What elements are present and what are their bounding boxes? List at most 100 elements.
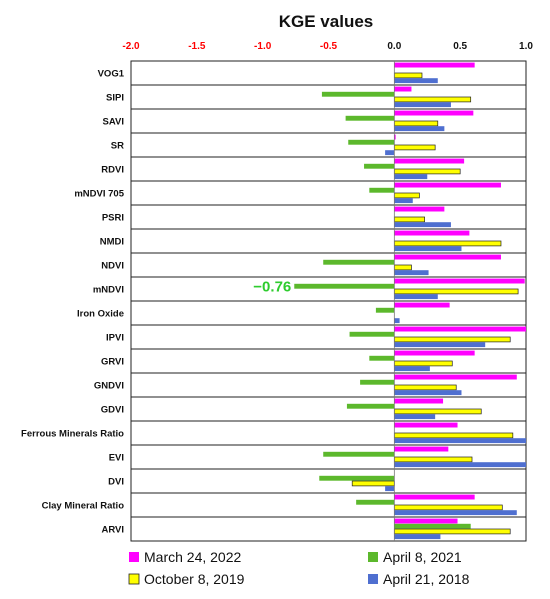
bar-march-24-2022-clay-mineral-ratio — [394, 494, 475, 500]
x-tick-label: -1.0 — [254, 41, 272, 52]
bar-march-24-2022-ndvi — [394, 254, 501, 260]
bar-april-21-2018-iron-oxide — [394, 318, 400, 324]
bar-april-8-2021-clay-mineral-ratio — [356, 499, 395, 505]
bar-march-24-2022-gdvi — [394, 398, 444, 404]
bar-march-24-2022-nmdi — [394, 230, 470, 236]
category-row-sr — [130, 132, 527, 158]
bar-march-24-2022-ferrous-minerals-ratio — [394, 422, 458, 428]
bar-october-8-2019-vog1 — [393, 72, 423, 79]
bar-march-24-2022-psri — [394, 206, 445, 212]
bar-april-21-2018-rdvi — [394, 174, 428, 180]
bar-october-8-2019-mndvi — [393, 288, 519, 295]
bar-october-8-2019-gdvi — [393, 408, 482, 415]
bar-april-8-2021-iron-oxide — [375, 307, 395, 313]
category-label: mNDVI 705 — [74, 189, 124, 200]
bar-series — [294, 62, 526, 540]
legend-swatch-march-24-2022 — [129, 552, 139, 562]
legend: March 24, 2022 April 8, 2021 October 8, 20… — [128, 549, 470, 587]
bar-october-8-2019-ipvi — [393, 336, 511, 343]
bar-march-24-2022-gndvi — [394, 374, 517, 380]
legend-label-october-8-2019: October 8, 2019 — [144, 571, 245, 587]
bar-march-24-2022-rdvi — [394, 158, 465, 164]
category-label: SAVI — [103, 117, 124, 128]
category-label: mNDVI — [93, 285, 124, 296]
bar-april-21-2018-nmdi — [394, 246, 462, 252]
x-tick-label: -0.5 — [320, 41, 338, 52]
bar-april-21-2018-mndvi — [394, 294, 438, 300]
category-label: Ferrous Minerals Ratio — [21, 429, 124, 440]
legend-swatch-october-8-2019 — [128, 573, 140, 585]
bar-april-8-2021-ipvi — [349, 331, 395, 337]
x-tick-label: 0.0 — [387, 41, 401, 52]
category-label: IPVI — [106, 333, 124, 344]
bar-april-21-2018-ndvi — [394, 270, 429, 276]
bar-april-21-2018-arvi — [394, 534, 441, 540]
bar-april-8-2021-gndvi — [360, 379, 395, 385]
bar-april-8-2021-grvi — [369, 355, 395, 361]
category-label: SR — [111, 141, 124, 152]
bar-october-8-2019-evi — [393, 456, 473, 463]
category-label: DVI — [108, 477, 124, 488]
category-rows: VOG1 SIPI SAVI SR RDVI mNDVI 705 PSRI NMDI NDVI m… — [21, 60, 527, 542]
bar-april-8-2021-rdvi — [364, 163, 395, 169]
bar-april-21-2018-ferrous-minerals-ratio — [394, 438, 526, 444]
bar-october-8-2019-gndvi — [393, 384, 457, 391]
bar-april-8-2021-sipi — [321, 91, 395, 97]
bar-april-21-2018-sr — [385, 150, 395, 156]
legend-label-march-24-2022: March 24, 2022 — [144, 549, 241, 565]
bar-october-8-2019-dvi — [351, 480, 395, 487]
category-label: Clay Mineral Ratio — [42, 501, 125, 512]
category-label: VOG1 — [98, 69, 125, 80]
bar-april-21-2018-grvi — [394, 366, 430, 372]
category-label: GNDVI — [94, 381, 124, 392]
annotations: −0.76 — [253, 278, 291, 295]
legend-swatch-april-21-2018 — [368, 574, 378, 584]
bar-march-24-2022-savi — [394, 110, 474, 116]
x-tick-label: -1.5 — [188, 41, 206, 52]
bar-april-21-2018-sipi — [394, 102, 451, 108]
bar-april-21-2018-gdvi — [394, 414, 436, 420]
bar-october-8-2019-clay-mineral-ratio — [393, 504, 503, 511]
bar-october-8-2019-nmdi — [393, 240, 502, 247]
bar-april-21-2018-savi — [394, 126, 445, 132]
category-label: NMDI — [100, 237, 124, 248]
legend-label-april-21-2018: April 21, 2018 — [383, 571, 470, 587]
bar-march-24-2022-iron-oxide — [394, 302, 450, 308]
bar-march-24-2022-mndvi — [394, 278, 525, 284]
category-label: GRVI — [101, 357, 124, 368]
x-axis-ticks: -2.0 -1.5 -1.0 -0.5 0.0 0.5 1.0 — [122, 41, 533, 52]
x-tick-label: 0.5 — [453, 41, 467, 52]
bar-april-8-2021-sr — [348, 139, 395, 145]
bar-april-21-2018-vog1 — [394, 78, 438, 84]
category-label: RDVI — [101, 165, 124, 176]
bar-october-8-2019-sr — [393, 144, 436, 151]
bar-april-21-2018-evi — [394, 462, 526, 468]
x-tick-label: -2.0 — [122, 41, 140, 52]
legend-label-april-8-2021: April 8, 2021 — [383, 549, 462, 565]
bar-october-8-2019-psri — [393, 216, 425, 223]
bar-april-8-2021-arvi — [394, 523, 471, 529]
bar-march-24-2022-evi — [394, 446, 449, 452]
category-row-dvi — [130, 468, 527, 494]
bar-april-21-2018-mndvi-705 — [394, 198, 413, 204]
bar-april-21-2018-clay-mineral-ratio — [394, 510, 517, 516]
bar-april-8-2021-mndvi — [294, 283, 395, 289]
bar-april-21-2018-ipvi — [394, 342, 486, 348]
bar-march-24-2022-vog1 — [394, 62, 475, 68]
category-label: SIPI — [106, 93, 124, 104]
category-label: NDVI — [101, 261, 124, 272]
category-row-rdvi — [130, 156, 527, 182]
bar-october-8-2019-rdvi — [393, 168, 461, 175]
bar-april-8-2021-gdvi — [346, 403, 395, 409]
bar-october-8-2019-mndvi-705 — [393, 192, 420, 199]
bar-april-21-2018-psri — [394, 222, 451, 228]
bar-october-8-2019-ndvi — [393, 264, 412, 271]
bar-april-21-2018-gndvi — [394, 390, 462, 396]
category-row-psri — [130, 204, 527, 230]
bar-october-8-2019-grvi — [393, 360, 453, 367]
category-label: EVI — [109, 453, 124, 464]
x-tick-label: 1.0 — [519, 41, 533, 52]
bar-march-24-2022-grvi — [394, 350, 475, 356]
bar-october-8-2019-arvi — [393, 528, 511, 535]
legend-swatch-april-8-2021 — [368, 552, 378, 562]
